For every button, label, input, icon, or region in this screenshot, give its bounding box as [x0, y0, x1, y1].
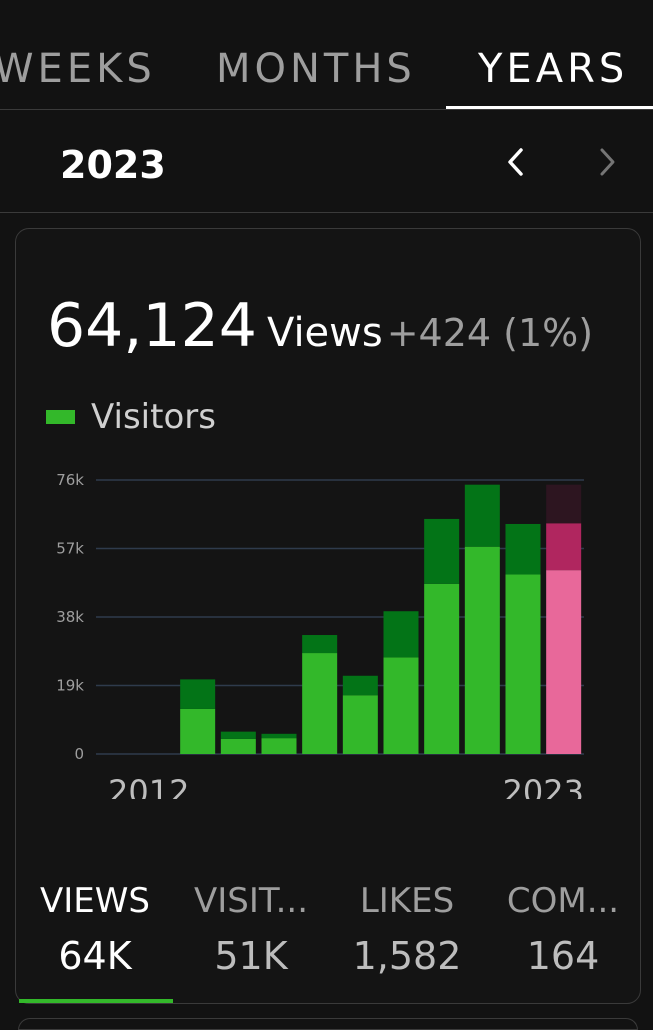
chevron-right-icon [600, 148, 615, 176]
bar-2020-segment-0 [424, 583, 460, 754]
tab-weeks[interactable]: WEEKS [0, 46, 156, 92]
y-tick-label: 76k [56, 471, 84, 489]
bar-2021-segment-0 [464, 546, 500, 754]
active-tab-indicator [446, 106, 653, 110]
period-tabs: WEEKS MONTHS YEARS [0, 0, 653, 110]
stat-value: 51K [214, 934, 288, 978]
bar-2019-segment-1 [383, 611, 419, 658]
bar-2023-segment-1 [546, 523, 582, 571]
legend-swatch [46, 410, 75, 424]
bar-2018-segment-0 [342, 695, 378, 754]
stat-visitors[interactable]: VISIT... 51K [173, 879, 329, 979]
period-label: 2023 [60, 143, 166, 187]
views-unit-label: Views [266, 310, 383, 356]
bar-2021-segment-1 [464, 484, 500, 547]
bar-2018-segment-1 [342, 675, 378, 696]
bar-2022-segment-0 [505, 574, 541, 754]
y-tick-label: 38k [56, 608, 84, 626]
stats-card: 64,124 Views +424 (1%) Visitors 0 19k 38k 57k… [15, 228, 641, 1004]
total-views: 64,124 [47, 291, 257, 361]
stat-selector: VIEWS 64K VISIT... 51K LIKES 1,582 COM..… [16, 869, 640, 1003]
bar-2014-segment-0 [180, 708, 216, 754]
legend-label: Visitors [91, 397, 216, 437]
bar-2016-segment-1 [261, 733, 297, 739]
bar-2016-segment-0 [261, 738, 297, 754]
bar-2015-segment-0 [220, 738, 256, 754]
summary-headline: 64,124 Views +424 (1%) [47, 291, 593, 361]
bar-2023-segment-2 [546, 484, 582, 524]
stat-value: 64K [58, 934, 132, 978]
bar-2023-segment-0 [546, 570, 582, 754]
stat-label: COM... [506, 881, 620, 921]
period-navigator: 2023 [0, 110, 653, 212]
active-stat-indicator [19, 999, 173, 1003]
bar-2015-segment-1 [220, 731, 256, 739]
next-period-button[interactable] [587, 140, 627, 184]
stat-views[interactable]: VIEWS 64K [17, 879, 173, 979]
chevron-left-icon [508, 148, 523, 176]
tab-months[interactable]: MONTHS [216, 46, 416, 92]
views-change: +424 (1%) [386, 311, 594, 355]
previous-period-button[interactable] [496, 140, 536, 184]
bar-2014-segment-1 [180, 679, 216, 709]
bar-2017-segment-0 [302, 653, 338, 754]
tabs-divider [0, 109, 653, 110]
views-bar-chart[interactable]: 0 19k 38k 57k 76k 2012 2023 [16, 459, 640, 799]
period-divider [0, 212, 653, 213]
y-tick-label: 57k [56, 540, 84, 558]
stat-label: VISIT... [193, 881, 309, 921]
bar-2017-segment-1 [302, 635, 338, 654]
chart-legend: Visitors [46, 397, 216, 437]
stat-value: 164 [526, 934, 600, 978]
stat-comments[interactable]: COM... 164 [485, 879, 641, 979]
stat-label: VIEWS [40, 881, 150, 921]
stat-likes[interactable]: LIKES 1,582 [329, 879, 485, 979]
bar-2019-segment-0 [383, 657, 419, 754]
y-tick-label: 19k [56, 677, 84, 695]
stat-label: LIKES [359, 881, 455, 921]
stat-value: 1,582 [352, 934, 462, 978]
x-tick-label: 2023 [503, 773, 584, 799]
x-tick-label: 2012 [108, 773, 189, 799]
tab-years[interactable]: YEARS [478, 46, 629, 92]
bar-2022-segment-1 [505, 523, 541, 575]
y-tick-label: 0 [74, 745, 84, 763]
bar-2020-segment-1 [424, 518, 460, 584]
next-card-edge [18, 1018, 638, 1030]
